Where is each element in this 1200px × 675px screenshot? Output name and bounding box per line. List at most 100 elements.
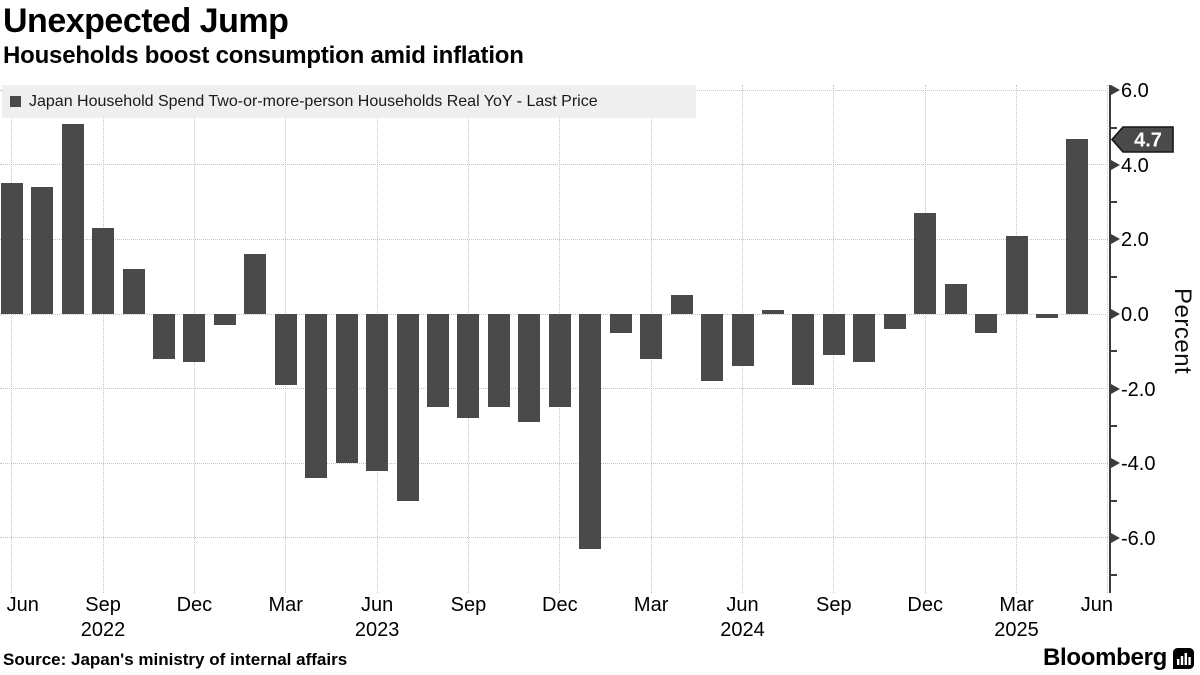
bar bbox=[152, 314, 175, 359]
bar bbox=[731, 314, 754, 367]
bar bbox=[579, 314, 602, 549]
bloomberg-logo: Bloomberg bbox=[1043, 644, 1194, 672]
y-minor-tick bbox=[1111, 499, 1117, 502]
bar bbox=[0, 183, 23, 314]
x-tick-label: Sep bbox=[816, 594, 852, 616]
v-gridline bbox=[924, 85, 926, 593]
bar bbox=[274, 314, 297, 385]
bar bbox=[427, 314, 449, 408]
y-tick-label: -6.0 bbox=[1121, 527, 1156, 550]
last-price-value: 4.7 bbox=[1134, 130, 1162, 152]
y-minor-tick bbox=[1111, 201, 1117, 204]
bar bbox=[487, 314, 510, 408]
x-year-label: 2022 bbox=[80, 619, 126, 641]
bar bbox=[366, 314, 389, 471]
bar bbox=[670, 295, 693, 314]
v-gridline bbox=[1016, 85, 1018, 593]
bar bbox=[335, 314, 358, 464]
v-gridline bbox=[102, 85, 104, 593]
bar bbox=[122, 269, 145, 314]
bar bbox=[761, 310, 784, 314]
x-year-label: 2025 bbox=[994, 619, 1039, 641]
bar bbox=[31, 187, 54, 314]
y-major-tick bbox=[1111, 85, 1120, 96]
bar bbox=[61, 123, 84, 314]
bar bbox=[305, 314, 328, 479]
legend-marker-icon bbox=[10, 96, 21, 107]
h-gridline bbox=[0, 462, 1110, 464]
v-gridline bbox=[11, 85, 13, 593]
bar bbox=[701, 314, 724, 382]
bar bbox=[457, 314, 480, 419]
y-minor-tick bbox=[1111, 350, 1117, 353]
bar bbox=[183, 314, 206, 363]
y-minor-tick bbox=[1111, 574, 1117, 577]
y-axis-title: Percent bbox=[1169, 288, 1196, 375]
bloomberg-wordmark: Bloomberg bbox=[1043, 644, 1167, 671]
y-major-tick bbox=[1111, 383, 1120, 394]
x-tick-label: Jun bbox=[726, 594, 759, 616]
x-tick-label: Mar bbox=[633, 594, 669, 616]
bar bbox=[944, 284, 967, 314]
bar bbox=[792, 314, 815, 385]
y-major-tick bbox=[1111, 159, 1120, 170]
x-tick-label: Mar bbox=[999, 594, 1034, 616]
y-tick-label: -4.0 bbox=[1121, 453, 1156, 476]
last-price-badge: 4.7 bbox=[1110, 126, 1174, 153]
x-tick-label: Sep bbox=[450, 594, 487, 616]
bar bbox=[213, 314, 236, 326]
x-tick-label: Jun bbox=[6, 594, 39, 616]
bloomberg-chart-icon bbox=[1172, 647, 1194, 669]
bar bbox=[518, 314, 541, 423]
x-tick-label: Sep bbox=[85, 594, 121, 616]
y-minor-tick bbox=[1111, 126, 1117, 129]
y-axis-spine bbox=[1109, 85, 1111, 593]
last-price-badge-shape bbox=[1110, 126, 1174, 153]
y-tick-label: 6.0 bbox=[1121, 80, 1149, 103]
bar bbox=[822, 314, 845, 356]
x-tick-label: Dec bbox=[176, 594, 213, 616]
x-tick-label: Dec bbox=[542, 594, 578, 616]
source-note: Source: Japan's ministry of internal aff… bbox=[3, 650, 348, 669]
y-major-tick bbox=[1111, 532, 1120, 543]
y-major-tick bbox=[1111, 234, 1120, 245]
bar bbox=[914, 213, 937, 314]
y-tick-label: 0.0 bbox=[1121, 304, 1149, 326]
legend: Japan Household Spend Two-or-more-person… bbox=[2, 85, 696, 118]
y-major-tick bbox=[1111, 309, 1120, 319]
v-gridline bbox=[1107, 85, 1109, 593]
bar bbox=[1005, 235, 1028, 314]
x-tick-label: Dec bbox=[907, 594, 943, 616]
bar bbox=[883, 314, 906, 329]
chart-title: Unexpected Jump bbox=[3, 2, 289, 40]
x-year-label: 2024 bbox=[720, 619, 765, 641]
y-minor-tick bbox=[1111, 275, 1117, 278]
bar bbox=[1036, 314, 1058, 318]
h-gridline bbox=[0, 537, 1110, 539]
bar bbox=[1066, 138, 1089, 314]
x-tick-label: Jun bbox=[360, 594, 394, 616]
bar bbox=[92, 228, 115, 314]
bar bbox=[609, 314, 632, 333]
y-minor-tick bbox=[1111, 424, 1117, 427]
bar bbox=[244, 254, 267, 314]
bar bbox=[640, 314, 663, 359]
bar bbox=[548, 314, 571, 408]
y-major-tick bbox=[1111, 458, 1120, 469]
bar bbox=[853, 314, 876, 363]
y-tick-label: 2.0 bbox=[1121, 229, 1149, 252]
chart-subtitle: Households boost consumption amid inflat… bbox=[3, 42, 524, 69]
y-tick-label: -2.0 bbox=[1121, 378, 1156, 401]
x-tick-label: Jun bbox=[1080, 594, 1114, 616]
bar bbox=[975, 314, 998, 333]
h-gridline bbox=[0, 238, 1110, 240]
x-tick-label: Mar bbox=[268, 594, 303, 616]
x-year-label: 2023 bbox=[354, 619, 400, 641]
h-gridline bbox=[0, 164, 1110, 166]
legend-label: Japan Household Spend Two-or-more-person… bbox=[29, 92, 598, 110]
y-tick-label: 4.0 bbox=[1121, 154, 1149, 177]
